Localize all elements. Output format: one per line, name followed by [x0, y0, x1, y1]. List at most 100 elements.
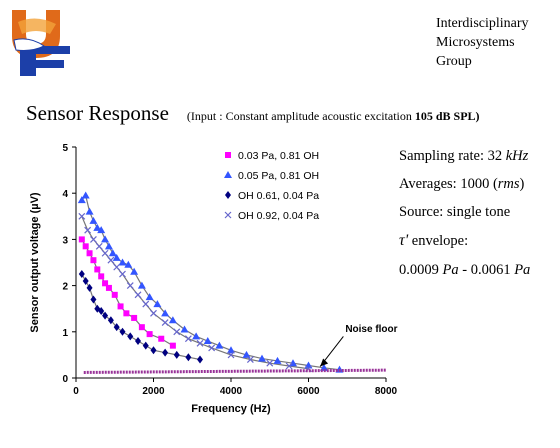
averages: Averages: 1000 (rms): [399, 176, 524, 193]
noise-floor-annotation: Noise floor: [345, 324, 397, 335]
data-point-series-2: [108, 249, 117, 257]
data-point-series-4: [227, 351, 235, 359]
data-point-series-2: [180, 325, 189, 333]
data-point-series-3: [102, 311, 109, 320]
data-point-series-2: [97, 226, 106, 234]
data-point-series-1: [90, 257, 97, 264]
legend-label-4: OH 0.92, 0.04 Pa: [238, 210, 319, 222]
data-point-series-1: [105, 284, 112, 291]
data-point-series-3: [98, 307, 105, 316]
tau-symbol: τ': [399, 232, 409, 249]
slide-subtitle: (Input : Constant amplitude acoustic exc…: [187, 109, 480, 123]
data-point-series-1: [78, 236, 85, 243]
data-point-series-2: [124, 260, 133, 268]
data-point-series-1: [86, 250, 93, 257]
y-tick-label: 4: [62, 189, 68, 200]
data-point-series-3: [107, 316, 114, 325]
data-point-series-2: [168, 316, 177, 324]
sampling-rate-unit: kHz: [505, 148, 529, 164]
data-point-series-4: [161, 319, 169, 326]
data-point-series-4: [101, 249, 109, 257]
data-point-series-4: [84, 226, 92, 234]
range-low: 0.0009: [399, 262, 439, 278]
subtitle-spl: 105 dB SPL): [414, 109, 480, 123]
legend-label-1: 0.03 Pa, 0.81 OH: [238, 150, 319, 162]
averages-text: Averages: 1000 (: [399, 176, 498, 192]
data-point-series-4: [78, 212, 86, 220]
data-point-series-3: [162, 348, 169, 357]
legend-marker-1: [225, 152, 231, 158]
data-point-series-4: [150, 309, 157, 317]
x-tick-label: 4000: [220, 386, 243, 397]
data-point-series-3: [113, 323, 120, 332]
data-point-series-1: [111, 291, 118, 298]
data-point-series-2: [320, 363, 328, 371]
data-point-series-1: [82, 243, 89, 250]
y-tick-label: 3: [62, 235, 68, 246]
sampling-rate-text: Sampling rate: 32: [399, 148, 506, 164]
data-point-series-4: [113, 263, 121, 271]
data-point-series-2: [161, 309, 170, 317]
range-separator: -: [458, 262, 471, 278]
data-point-series-1: [158, 335, 165, 342]
data-point-series-2: [192, 332, 201, 340]
data-point-series-1: [102, 280, 109, 287]
pressure-range: 0.0009 Pa - 0.0061 Pa: [399, 262, 530, 279]
data-point-series-1: [94, 266, 101, 273]
fit-curve-4: [81, 216, 309, 370]
y-tick-label: 2: [62, 282, 68, 293]
data-point-series-2: [203, 337, 212, 345]
data-point-series-1: [117, 303, 124, 310]
data-point-series-1: [98, 273, 105, 280]
data-point-series-4: [107, 256, 115, 264]
x-axis-label: Frequency (Hz): [191, 403, 271, 415]
group-line-1: Interdisciplinary: [436, 16, 529, 31]
legend-marker-2: [224, 171, 232, 178]
data-point-series-4: [184, 335, 192, 343]
data-point-series-3: [82, 276, 89, 285]
range-unit-high: Pa: [514, 262, 531, 278]
x-tick-label: 0: [73, 386, 79, 397]
slide-title: Sensor Response: [26, 101, 169, 125]
data-point-series-2: [145, 293, 154, 301]
data-point-series-4: [196, 339, 204, 347]
data-point-series-2: [258, 354, 266, 362]
range-high: 0.0061: [470, 262, 511, 278]
data-point-series-2: [242, 350, 251, 358]
legend-label-3: OH 0.61, 0.04 Pa: [238, 190, 319, 202]
data-point-series-3: [78, 270, 85, 279]
data-point-series-2: [137, 281, 146, 289]
data-point-series-1: [146, 331, 153, 338]
data-point-series-4: [208, 344, 216, 352]
noise-floor-line: [83, 368, 387, 374]
data-point-series-1: [123, 310, 130, 317]
data-point-series-2: [93, 223, 102, 231]
data-point-series-2: [273, 356, 282, 364]
y-tick-label: 5: [62, 143, 68, 154]
data-point-series-3: [197, 355, 203, 364]
source: Source: single tone: [399, 204, 511, 220]
noise-floor-arrowhead: [320, 358, 329, 367]
range-unit-low: Pa: [442, 262, 459, 278]
data-point-series-2: [104, 242, 113, 250]
y-axis-label: Sensor output voltage (µV): [29, 192, 41, 333]
averages-suffix: ): [519, 176, 525, 192]
ucf-logo: [12, 10, 70, 76]
data-point-series-4: [95, 242, 103, 250]
data-point-series-1: [131, 314, 138, 321]
x-tick-label: 6000: [297, 386, 320, 397]
tau-label: envelope:: [408, 233, 469, 249]
data-point-series-3: [135, 337, 141, 346]
data-point-series-3: [142, 341, 149, 350]
data-point-series-1: [138, 324, 145, 331]
data-point-series-2: [77, 196, 86, 204]
data-point-series-3: [90, 295, 97, 304]
data-point-series-4: [142, 300, 150, 308]
fit-curve-1: [81, 239, 174, 347]
data-point-series-3: [150, 346, 157, 355]
data-point-series-4: [126, 282, 134, 290]
subtitle-prefix: (Input : Constant amplitude acoustic exc…: [186, 109, 415, 123]
data-point-series-4: [173, 328, 181, 336]
averages-unit: rms: [497, 176, 520, 192]
data-point-series-3: [185, 353, 192, 362]
